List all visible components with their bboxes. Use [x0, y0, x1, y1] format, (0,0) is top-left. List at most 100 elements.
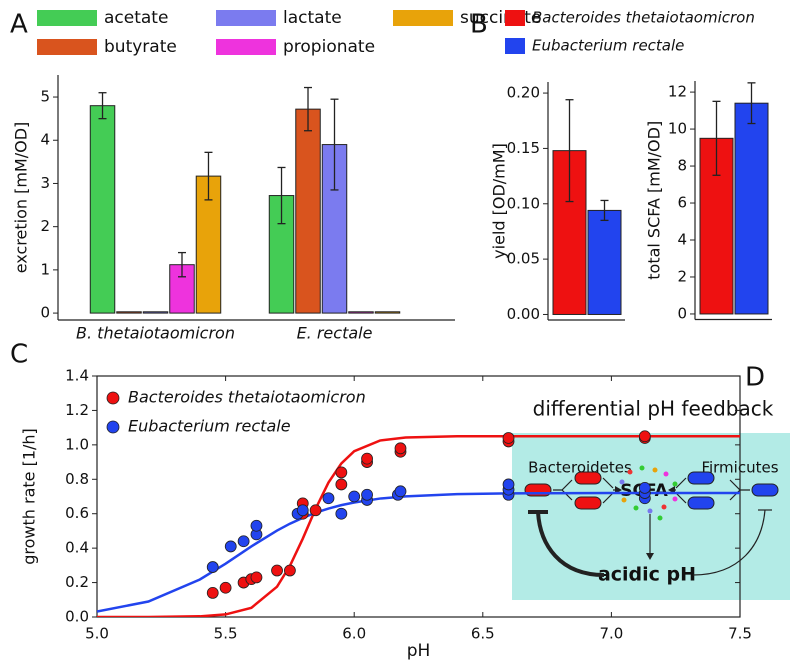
legend-swatch: [37, 10, 97, 26]
y-tick-label: 0.2: [65, 573, 89, 591]
point: [335, 478, 348, 491]
y-tick-label: 0: [40, 304, 50, 322]
y-axis-label: growth rate [1/h]: [20, 428, 39, 565]
panel-label: C: [10, 340, 28, 370]
y-tick-label: 4: [40, 131, 50, 149]
x-axis-label: pH: [407, 641, 431, 661]
legend-swatch: [37, 39, 97, 55]
point: [335, 466, 348, 479]
point: [322, 492, 335, 505]
legend-label: propionate: [283, 37, 375, 57]
bar: [587, 209, 622, 315]
legend-label: Eubacterium rectale: [532, 37, 684, 55]
point: [361, 452, 373, 465]
panel-d: D differential pH feedback Bacteroidetes…: [512, 363, 790, 600]
diagram-title: differential pH feedback: [533, 397, 774, 421]
point: [335, 507, 348, 520]
y-tick-label: 8: [677, 157, 687, 175]
left-label: Bacteroidetes: [528, 459, 632, 477]
y-axis-label: yield [OD/mM]: [490, 143, 509, 259]
point: [394, 485, 407, 498]
point: [296, 504, 309, 517]
y-tick-label: 1: [40, 260, 50, 278]
legend-label: lactate: [283, 8, 342, 28]
legend-marker: [106, 391, 120, 405]
bar: [142, 311, 169, 314]
point: [638, 481, 651, 494]
y-tick-label: 2: [40, 217, 50, 235]
point: [271, 564, 283, 577]
x-tick-label: 5.5: [214, 625, 238, 643]
point: [219, 581, 232, 594]
panel-label: D: [745, 363, 765, 393]
y-tick-label: 0.10: [507, 194, 540, 212]
legend-label: Eubacterium rectale: [128, 417, 291, 436]
x-tick-label: E. rectale: [297, 324, 373, 343]
bar: [374, 311, 401, 314]
y-tick-label: 0.00: [507, 305, 540, 323]
y-tick-label: 6: [677, 194, 687, 212]
point: [250, 519, 263, 532]
x-tick-label: 7.0: [599, 625, 623, 643]
y-tick-label: 0.15: [507, 139, 540, 157]
point: [638, 430, 651, 443]
y-tick-label: 0.05: [507, 250, 540, 268]
legend-swatch: [216, 10, 276, 26]
bar: [89, 105, 116, 314]
bottom-label: acidic pH: [598, 564, 696, 586]
panel-label: B: [470, 10, 488, 40]
y-tick-label: 0.4: [65, 539, 89, 557]
legend-swatch: [505, 10, 525, 26]
point: [283, 564, 296, 577]
x-tick-label: 7.5: [728, 625, 752, 643]
point: [394, 442, 407, 455]
y-tick-label: 10: [668, 120, 687, 138]
y-tick-label: 1.0: [65, 435, 89, 453]
fit-line: [97, 435, 740, 617]
point: [502, 478, 515, 491]
y-tick-label: 0.20: [507, 84, 540, 102]
point: [224, 540, 237, 553]
x-tick-label: 6.0: [342, 625, 366, 643]
legend-label: acetate: [104, 8, 168, 28]
point: [309, 504, 322, 517]
plot-frame: [96, 375, 741, 618]
point: [361, 488, 373, 501]
y-tick-label: 0: [677, 304, 687, 322]
bar: [734, 102, 769, 315]
point: [237, 535, 250, 548]
y-tick-label: 0.6: [65, 504, 89, 522]
y-tick-label: 0.8: [65, 470, 89, 488]
y-axis-label: total SCFA [mM/OD]: [645, 121, 664, 280]
diagram-box: [512, 433, 790, 600]
point: [348, 490, 361, 503]
y-tick-label: 1.4: [65, 367, 89, 385]
x-tick-label: 6.5: [471, 625, 495, 643]
x-tick-label: 5.0: [85, 625, 109, 643]
y-tick-label: 0.0: [65, 608, 89, 626]
point: [250, 571, 263, 584]
fit-line: [97, 491, 740, 613]
y-tick-label: 12: [668, 83, 687, 101]
legend-label: Bacteroides thetaiotaomicron: [128, 388, 366, 407]
y-tick-label: 4: [677, 231, 687, 249]
legend-label: Bacteroides thetaiotaomicron: [532, 9, 755, 27]
point: [502, 432, 515, 444]
firmicutes-cells: [687, 471, 779, 510]
y-tick-label: 5: [40, 88, 50, 106]
legend-swatch: [393, 10, 453, 26]
x-tick-label: B. thetaiotaomicron: [76, 324, 235, 343]
y-tick-label: 1.2: [65, 401, 89, 419]
point: [206, 561, 219, 573]
point: [206, 587, 219, 599]
bar: [348, 311, 374, 314]
bar: [116, 311, 142, 314]
legend-swatch: [505, 38, 525, 54]
legend-label: butyrate: [104, 37, 177, 57]
bar: [295, 108, 321, 314]
y-axis-label: excretion [mM/OD]: [12, 122, 31, 274]
y-tick-label: 2: [677, 267, 687, 285]
panel-label: A: [10, 10, 28, 40]
scfa-dots: [619, 465, 678, 521]
